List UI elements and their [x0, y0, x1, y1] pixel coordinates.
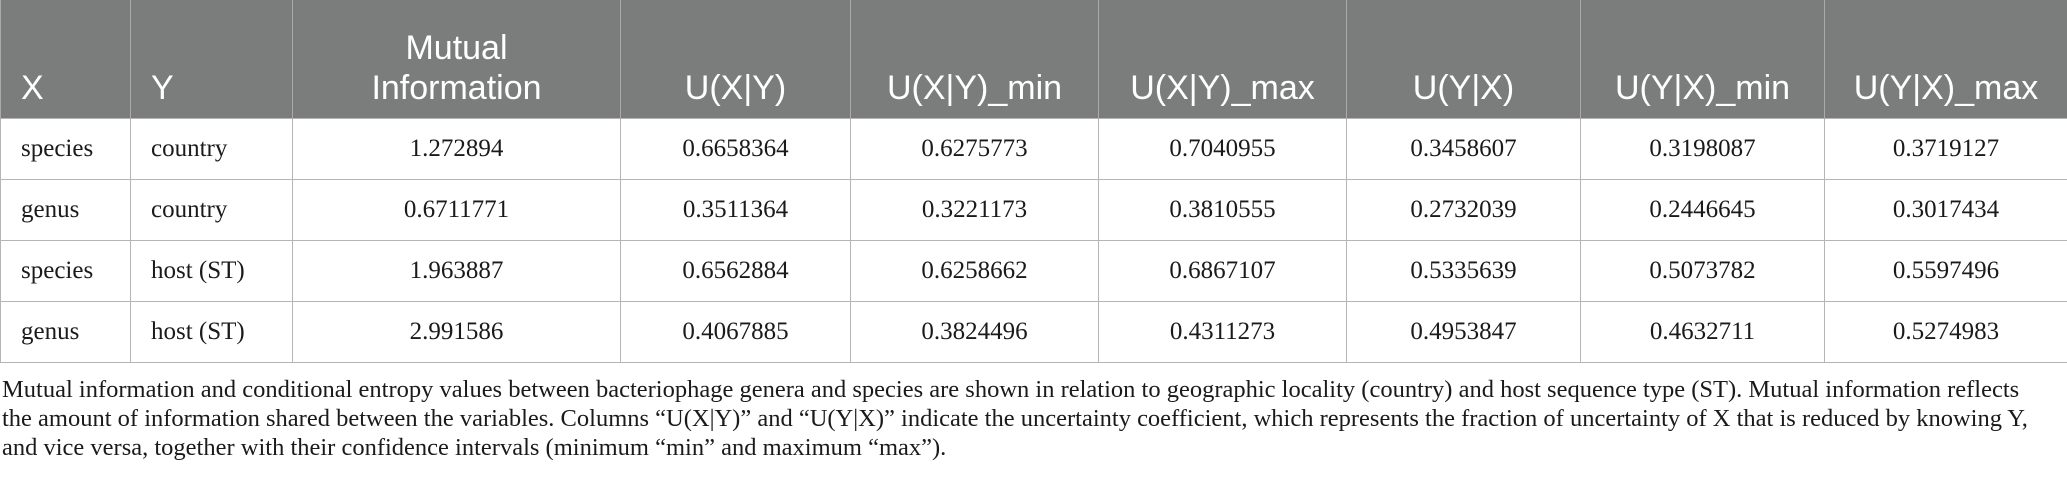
cell-uyx-max: 0.5597496: [1824, 239, 2067, 302]
cell-uxy-min: 0.6275773: [850, 117, 1099, 180]
cell-uyx: 0.3458607: [1346, 117, 1581, 180]
column-header-uxy: U(X|Y): [620, 0, 851, 118]
cell-uxy-max: 0.4311273: [1098, 300, 1347, 363]
table-row: genus host (ST) 2.991586 0.4067885 0.382…: [0, 300, 2067, 363]
table-row: species country 1.272894 0.6658364 0.627…: [0, 117, 2067, 180]
cell-x: species: [0, 239, 131, 302]
table-row: species host (ST) 1.963887 0.6562884 0.6…: [0, 239, 2067, 302]
cell-uxy-min: 0.3221173: [850, 178, 1099, 241]
column-header-uyx: U(Y|X): [1346, 0, 1581, 118]
column-header-uxy-max: U(X|Y)_max: [1098, 0, 1347, 118]
cell-mutual-information: 2.991586: [292, 300, 621, 363]
cell-y: country: [130, 178, 293, 241]
cell-y: host (ST): [130, 300, 293, 363]
cell-uxy-max: 0.3810555: [1098, 178, 1347, 241]
table-header: X Y Mutual Information U(X|Y) U(X|Y)_min…: [0, 0, 2067, 118]
cell-mutual-information: 1.272894: [292, 117, 621, 180]
header-row: X Y Mutual Information U(X|Y) U(X|Y)_min…: [0, 0, 2067, 118]
column-header-uyx-max: U(Y|X)_max: [1824, 0, 2067, 118]
cell-mutual-information: 1.963887: [292, 239, 621, 302]
table-body: species country 1.272894 0.6658364 0.627…: [0, 117, 2067, 363]
cell-mutual-information: 0.6711771: [292, 178, 621, 241]
column-header-mutual-information-line1: Mutual: [405, 28, 508, 67]
table-caption: Mutual information and conditional entro…: [2, 376, 2028, 461]
cell-uyx-max: 0.3017434: [1824, 178, 2067, 241]
mutual-information-table: X Y Mutual Information U(X|Y) U(X|Y)_min…: [0, 0, 2067, 363]
column-header-x: X: [0, 0, 131, 118]
cell-uxy-min: 0.6258662: [850, 239, 1099, 302]
column-header-mutual-information: Mutual Information: [292, 0, 621, 118]
cell-uyx-max: 0.5274983: [1824, 300, 2067, 363]
cell-x: genus: [0, 178, 131, 241]
cell-y: country: [130, 117, 293, 180]
cell-uxy-max: 0.7040955: [1098, 117, 1347, 180]
cell-uyx: 0.4953847: [1346, 300, 1581, 363]
column-header-uyx-min: U(Y|X)_min: [1580, 0, 1825, 118]
column-header-y: Y: [130, 0, 293, 118]
cell-uxy-min: 0.3824496: [850, 300, 1099, 363]
cell-uyx-min: 0.3198087: [1580, 117, 1825, 180]
table-row: genus country 0.6711771 0.3511364 0.3221…: [0, 178, 2067, 241]
cell-uyx-min: 0.4632711: [1580, 300, 1825, 363]
cell-uyx-max: 0.3719127: [1824, 117, 2067, 180]
cell-uyx: 0.2732039: [1346, 178, 1581, 241]
cell-x: species: [0, 117, 131, 180]
cell-uxy: 0.4067885: [620, 300, 851, 363]
cell-uyx: 0.5335639: [1346, 239, 1581, 302]
column-header-mutual-information-line2: Information: [371, 68, 542, 107]
data-table-container: X Y Mutual Information U(X|Y) U(X|Y)_min…: [0, 0, 2067, 363]
cell-uxy: 0.6658364: [620, 117, 851, 180]
cell-uyx-min: 0.5073782: [1580, 239, 1825, 302]
cell-x: genus: [0, 300, 131, 363]
column-header-uxy-min: U(X|Y)_min: [850, 0, 1099, 118]
cell-uxy: 0.6562884: [620, 239, 851, 302]
cell-uxy-max: 0.6867107: [1098, 239, 1347, 302]
cell-uxy: 0.3511364: [620, 178, 851, 241]
cell-uyx-min: 0.2446645: [1580, 178, 1825, 241]
cell-y: host (ST): [130, 239, 293, 302]
